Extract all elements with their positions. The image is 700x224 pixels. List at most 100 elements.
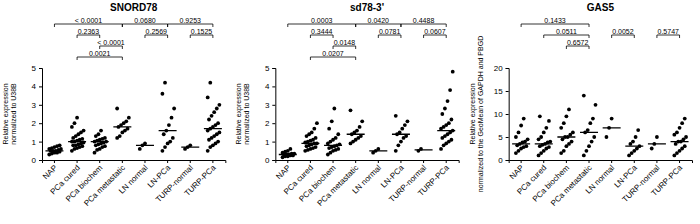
tick-mark [39, 160, 42, 161]
p-value: 0.6572 [567, 39, 589, 46]
point [70, 125, 74, 129]
tick-label: 10 [494, 110, 503, 119]
point [118, 134, 122, 138]
point [450, 118, 454, 122]
tick: 2 [32, 119, 42, 128]
tick: PCa metastatic [549, 160, 594, 208]
median [136, 145, 154, 146]
tick-mark [272, 160, 275, 161]
point [124, 119, 128, 123]
point [217, 103, 221, 107]
bracket [310, 57, 355, 60]
point [127, 116, 131, 120]
point [330, 119, 334, 123]
tick-label: TURP-PCa [183, 163, 218, 198]
tick-label: LN normal [117, 163, 150, 196]
median [535, 143, 553, 144]
point [314, 136, 318, 140]
point [567, 108, 571, 112]
point [334, 136, 338, 140]
point [394, 149, 398, 153]
point [439, 147, 443, 151]
median [580, 132, 598, 133]
point [207, 118, 211, 122]
tick-mark [506, 114, 509, 115]
tick: LN normal [350, 160, 383, 196]
point [562, 149, 566, 153]
p-value: 0.2363 [78, 28, 100, 35]
point [446, 99, 450, 103]
point [517, 131, 521, 135]
tick-mark [506, 160, 509, 161]
axis-title: normalized to U38B [10, 83, 17, 145]
point [586, 128, 590, 132]
point [591, 117, 595, 121]
tick: 1 [265, 138, 275, 147]
point [542, 131, 546, 135]
tick-label: 5 [498, 133, 503, 142]
tick-label: 3 [32, 101, 37, 110]
point [403, 123, 407, 127]
point [544, 126, 548, 130]
tick-mark [212, 160, 213, 163]
point [336, 147, 340, 151]
point [514, 135, 518, 139]
median [392, 134, 410, 135]
tick: 2 [265, 119, 275, 128]
point [655, 135, 659, 139]
tick-mark [39, 68, 42, 69]
point [161, 149, 165, 153]
tick-mark [333, 160, 334, 163]
p-value: 0.0680 [134, 17, 156, 24]
point [171, 136, 175, 140]
axis-title: Relative expression [2, 83, 10, 144]
tick: 5 [265, 64, 275, 73]
figure: SNORD78 Relative expressionnormalized to … [0, 0, 700, 224]
x-axis: NAPPCa curedPCa biochemPCa metastaticLN … [274, 160, 459, 208]
median [512, 143, 530, 144]
median [113, 126, 131, 127]
point [443, 107, 447, 111]
point [217, 131, 221, 135]
point [396, 143, 400, 147]
point [539, 135, 543, 139]
point [216, 140, 220, 144]
tick-mark [272, 123, 275, 124]
tick-mark [287, 160, 288, 163]
p-value: 0.9253 [180, 17, 202, 24]
tick-mark [77, 160, 78, 163]
point [167, 123, 171, 127]
tick-mark [656, 160, 657, 163]
point [406, 119, 410, 123]
tick: 0 [498, 156, 508, 165]
point [440, 112, 444, 116]
median [279, 154, 297, 155]
point [548, 140, 552, 144]
p-value: 0.4488 [413, 17, 435, 24]
point [216, 121, 220, 125]
point [451, 70, 455, 74]
tick-mark [423, 160, 424, 163]
point [172, 107, 176, 111]
p-value: 0.0052 [612, 28, 634, 35]
median [347, 134, 365, 135]
tick-mark [167, 160, 168, 163]
tick: 1 [32, 138, 42, 147]
bracket [612, 35, 635, 38]
point [360, 119, 364, 123]
p-value: 0.0148 [334, 39, 356, 46]
point [570, 140, 574, 144]
point [93, 151, 97, 155]
point [571, 131, 575, 135]
point [683, 117, 687, 121]
bracket [657, 35, 680, 38]
tick-mark [122, 160, 123, 163]
point [610, 117, 614, 121]
title: SNORD78 [110, 2, 158, 13]
point [103, 144, 107, 148]
point [310, 131, 314, 135]
tick: NAP [41, 160, 59, 181]
point [212, 110, 216, 114]
point [590, 140, 594, 144]
p-value: 0.2569 [146, 28, 168, 35]
